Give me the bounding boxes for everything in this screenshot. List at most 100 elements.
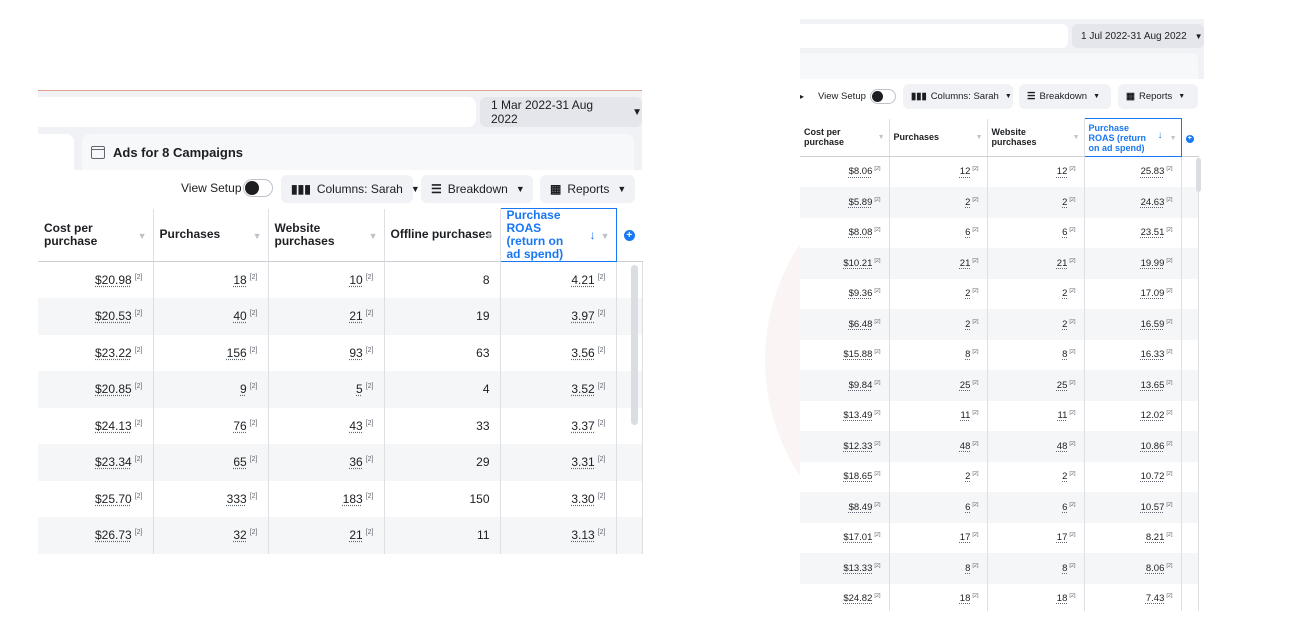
view-setup-toggle[interactable] (870, 89, 896, 104)
column-header-website-purchases[interactable]: Website purchases ▼ (268, 208, 385, 262)
columns-button[interactable]: ▮▮▮ Columns: Sarah ▼ (281, 175, 420, 203)
metric-value[interactable]: 2 (965, 288, 971, 300)
table-row[interactable]: $24.82 [2] 18 [2] 18 [2] 7.43 [2] (800, 583, 1199, 611)
metric-value[interactable]: 21 (349, 528, 363, 543)
metric-value[interactable]: $6.48 (848, 318, 873, 330)
metric-value[interactable]: 3.31 (571, 455, 595, 470)
metric-value[interactable]: 21 (349, 309, 363, 324)
metric-value[interactable]: 6 (1062, 227, 1068, 239)
column-header-cost-per-purchase[interactable]: Cost per purchase ▼ (800, 118, 890, 157)
metric-value[interactable]: 6 (965, 227, 971, 239)
metric-value[interactable]: 3.97 (571, 309, 595, 324)
metric-value[interactable]: $12.33 (843, 440, 873, 452)
column-header-cost-per-purchase[interactable]: Cost per purchase ▼ (38, 208, 154, 262)
metric-value[interactable]: 9 (240, 382, 247, 397)
metric-value[interactable]: 32 (233, 528, 247, 543)
metric-value[interactable]: 2 (1062, 196, 1068, 208)
metric-value[interactable]: $8.49 (848, 501, 873, 513)
metric-value[interactable]: 5 (356, 382, 363, 397)
view-setup-toggle[interactable] (243, 179, 273, 197)
metric-value[interactable]: 93 (349, 345, 363, 360)
metric-value[interactable]: 12.02 (1140, 410, 1165, 422)
metric-value[interactable]: 3.56 (571, 345, 595, 360)
column-header-purchase-roas[interactable]: Purchase ROAS (return on ad spend) ↓ ▼ (499, 208, 617, 262)
metric-value[interactable]: $20.53 (95, 309, 132, 324)
breakdown-button[interactable]: ☰ Breakdown ▼ (1019, 84, 1111, 109)
metric-value[interactable]: 16.33 (1140, 349, 1165, 361)
metric-value[interactable]: 21 (959, 257, 971, 269)
metric-value[interactable]: 21 (1056, 257, 1068, 269)
table-row[interactable]: $13.33 [2] 8 [2] 8 [2] 8.06 [2] (800, 553, 1199, 584)
table-row[interactable]: $6.48 [2] 2 [2] 2 [2] 16.59 [2] (800, 309, 1199, 340)
metric-value[interactable]: 2 (965, 318, 971, 330)
metric-value[interactable]: 19.99 (1140, 257, 1165, 269)
table-row[interactable]: $5.89 [2] 2 [2] 2 [2] 24.63 [2] (800, 187, 1199, 218)
metric-value[interactable]: $18.65 (843, 471, 873, 483)
metric-value[interactable]: 48 (1056, 440, 1068, 452)
metric-value[interactable]: 17 (959, 532, 971, 544)
table-row[interactable]: $15.88 [2] 8 [2] 8 [2] 16.33 [2] (800, 339, 1199, 370)
metric-value[interactable]: $20.98 (95, 273, 132, 287)
metric-value[interactable]: $13.49 (843, 410, 873, 422)
metric-value[interactable]: 11 (960, 410, 971, 422)
table-row[interactable]: $8.08 [2] 6 [2] 6 [2] 23.51 [2] (800, 217, 1199, 248)
metric-value[interactable]: 8 (1062, 562, 1068, 574)
table-row[interactable]: $23.22 [2] 156 [2] 93 [2] 63 3.56 [2] (38, 334, 643, 371)
metric-value[interactable]: $8.06 (848, 166, 873, 178)
metric-value[interactable]: 10.57 (1140, 501, 1165, 513)
metric-value[interactable]: 36 (349, 455, 363, 470)
column-header-purchase-roas[interactable]: Purchase ROAS (return on ad spend) ↓ ▼ (1083, 118, 1182, 157)
metric-value[interactable]: 8.06 (1145, 562, 1165, 574)
date-range-picker[interactable]: 1 Mar 2022-31 Aug 2022 ▼ (480, 97, 642, 127)
search-filter-bar[interactable] (800, 24, 1068, 48)
table-row[interactable]: $9.84 [2] 25 [2] 25 [2] 13.65 [2] (800, 370, 1199, 401)
search-filter-bar[interactable] (38, 97, 476, 127)
metric-value[interactable]: 156 (226, 345, 247, 360)
table-row[interactable]: $24.13 [2] 76 [2] 43 [2] 33 3.37 [2] (38, 407, 643, 444)
metric-value[interactable]: 3.52 (571, 382, 595, 397)
metric-value[interactable]: $23.34 (95, 455, 132, 470)
metric-value[interactable]: 8 (1062, 349, 1068, 361)
metric-value[interactable]: $24.13 (95, 418, 132, 433)
metric-value[interactable]: 6 (965, 501, 971, 513)
metric-value[interactable]: 7.43 (1145, 593, 1165, 605)
metric-value[interactable]: 25.83 (1140, 166, 1165, 178)
vertical-scrollbar[interactable] (631, 265, 638, 425)
metric-value[interactable]: $23.22 (95, 345, 132, 360)
caret-right-icon[interactable]: ▸ (800, 92, 805, 101)
columns-button[interactable]: ▮▮▮ Columns: Sarah ▼ (903, 84, 1013, 109)
metric-value[interactable]: 3.13 (571, 528, 595, 543)
metric-value[interactable]: 2 (1062, 288, 1068, 300)
table-row[interactable]: $18.65 [2] 2 [2] 2 [2] 10.72 [2] (800, 461, 1199, 492)
column-header-website-purchases[interactable]: Website purchases ▼ (987, 118, 1085, 157)
metric-value[interactable]: 10.72 (1140, 471, 1165, 483)
metric-value[interactable]: $17.01 (843, 532, 873, 544)
date-range-picker[interactable]: 1 Jul 2022-31 Aug 2022 ▼ (1072, 24, 1204, 48)
metric-value[interactable]: $26.73 (95, 528, 132, 543)
add-column-header[interactable]: + (1181, 118, 1198, 157)
table-row[interactable]: $8.06 [2] 12 [2] 12 [2] 25.83 [2] (800, 156, 1199, 187)
vertical-scrollbar[interactable] (1196, 158, 1201, 192)
metric-value[interactable]: 40 (233, 309, 247, 324)
breakdown-button[interactable]: ☰ Breakdown ▼ (421, 175, 533, 203)
metric-value[interactable]: 8 (965, 349, 971, 361)
metric-value[interactable]: 76 (233, 418, 247, 433)
metric-value[interactable]: $24.82 (843, 593, 873, 605)
metric-value[interactable]: $8.08 (848, 227, 873, 239)
metric-value[interactable]: 183 (342, 491, 363, 506)
table-row[interactable]: $20.98 [2] 18 [2] 10 [2] 8 4.21 [2] (38, 261, 643, 298)
table-row[interactable]: $8.49 [2] 6 [2] 6 [2] 10.57 [2] (800, 492, 1199, 523)
metric-value[interactable]: 4.21 (571, 273, 595, 287)
metric-value[interactable]: 2 (965, 196, 971, 208)
metric-value[interactable]: 18 (233, 273, 247, 287)
metric-value[interactable]: 43 (349, 418, 363, 433)
metric-value[interactable]: $9.36 (848, 288, 873, 300)
metric-value[interactable]: $5.89 (848, 196, 873, 208)
tab-ads[interactable] (800, 53, 1198, 79)
tab-campaigns-partial[interactable] (38, 134, 74, 170)
table-row[interactable]: $13.49 [2] 11 [2] 11 [2] 12.02 [2] (800, 400, 1199, 431)
table-row[interactable]: $20.85 [2] 9 [2] 5 [2] 4 3.52 [2] (38, 371, 643, 408)
metric-value[interactable]: 24.63 (1140, 196, 1165, 208)
metric-value[interactable]: $13.33 (843, 562, 873, 574)
metric-value[interactable]: 6 (1062, 501, 1068, 513)
